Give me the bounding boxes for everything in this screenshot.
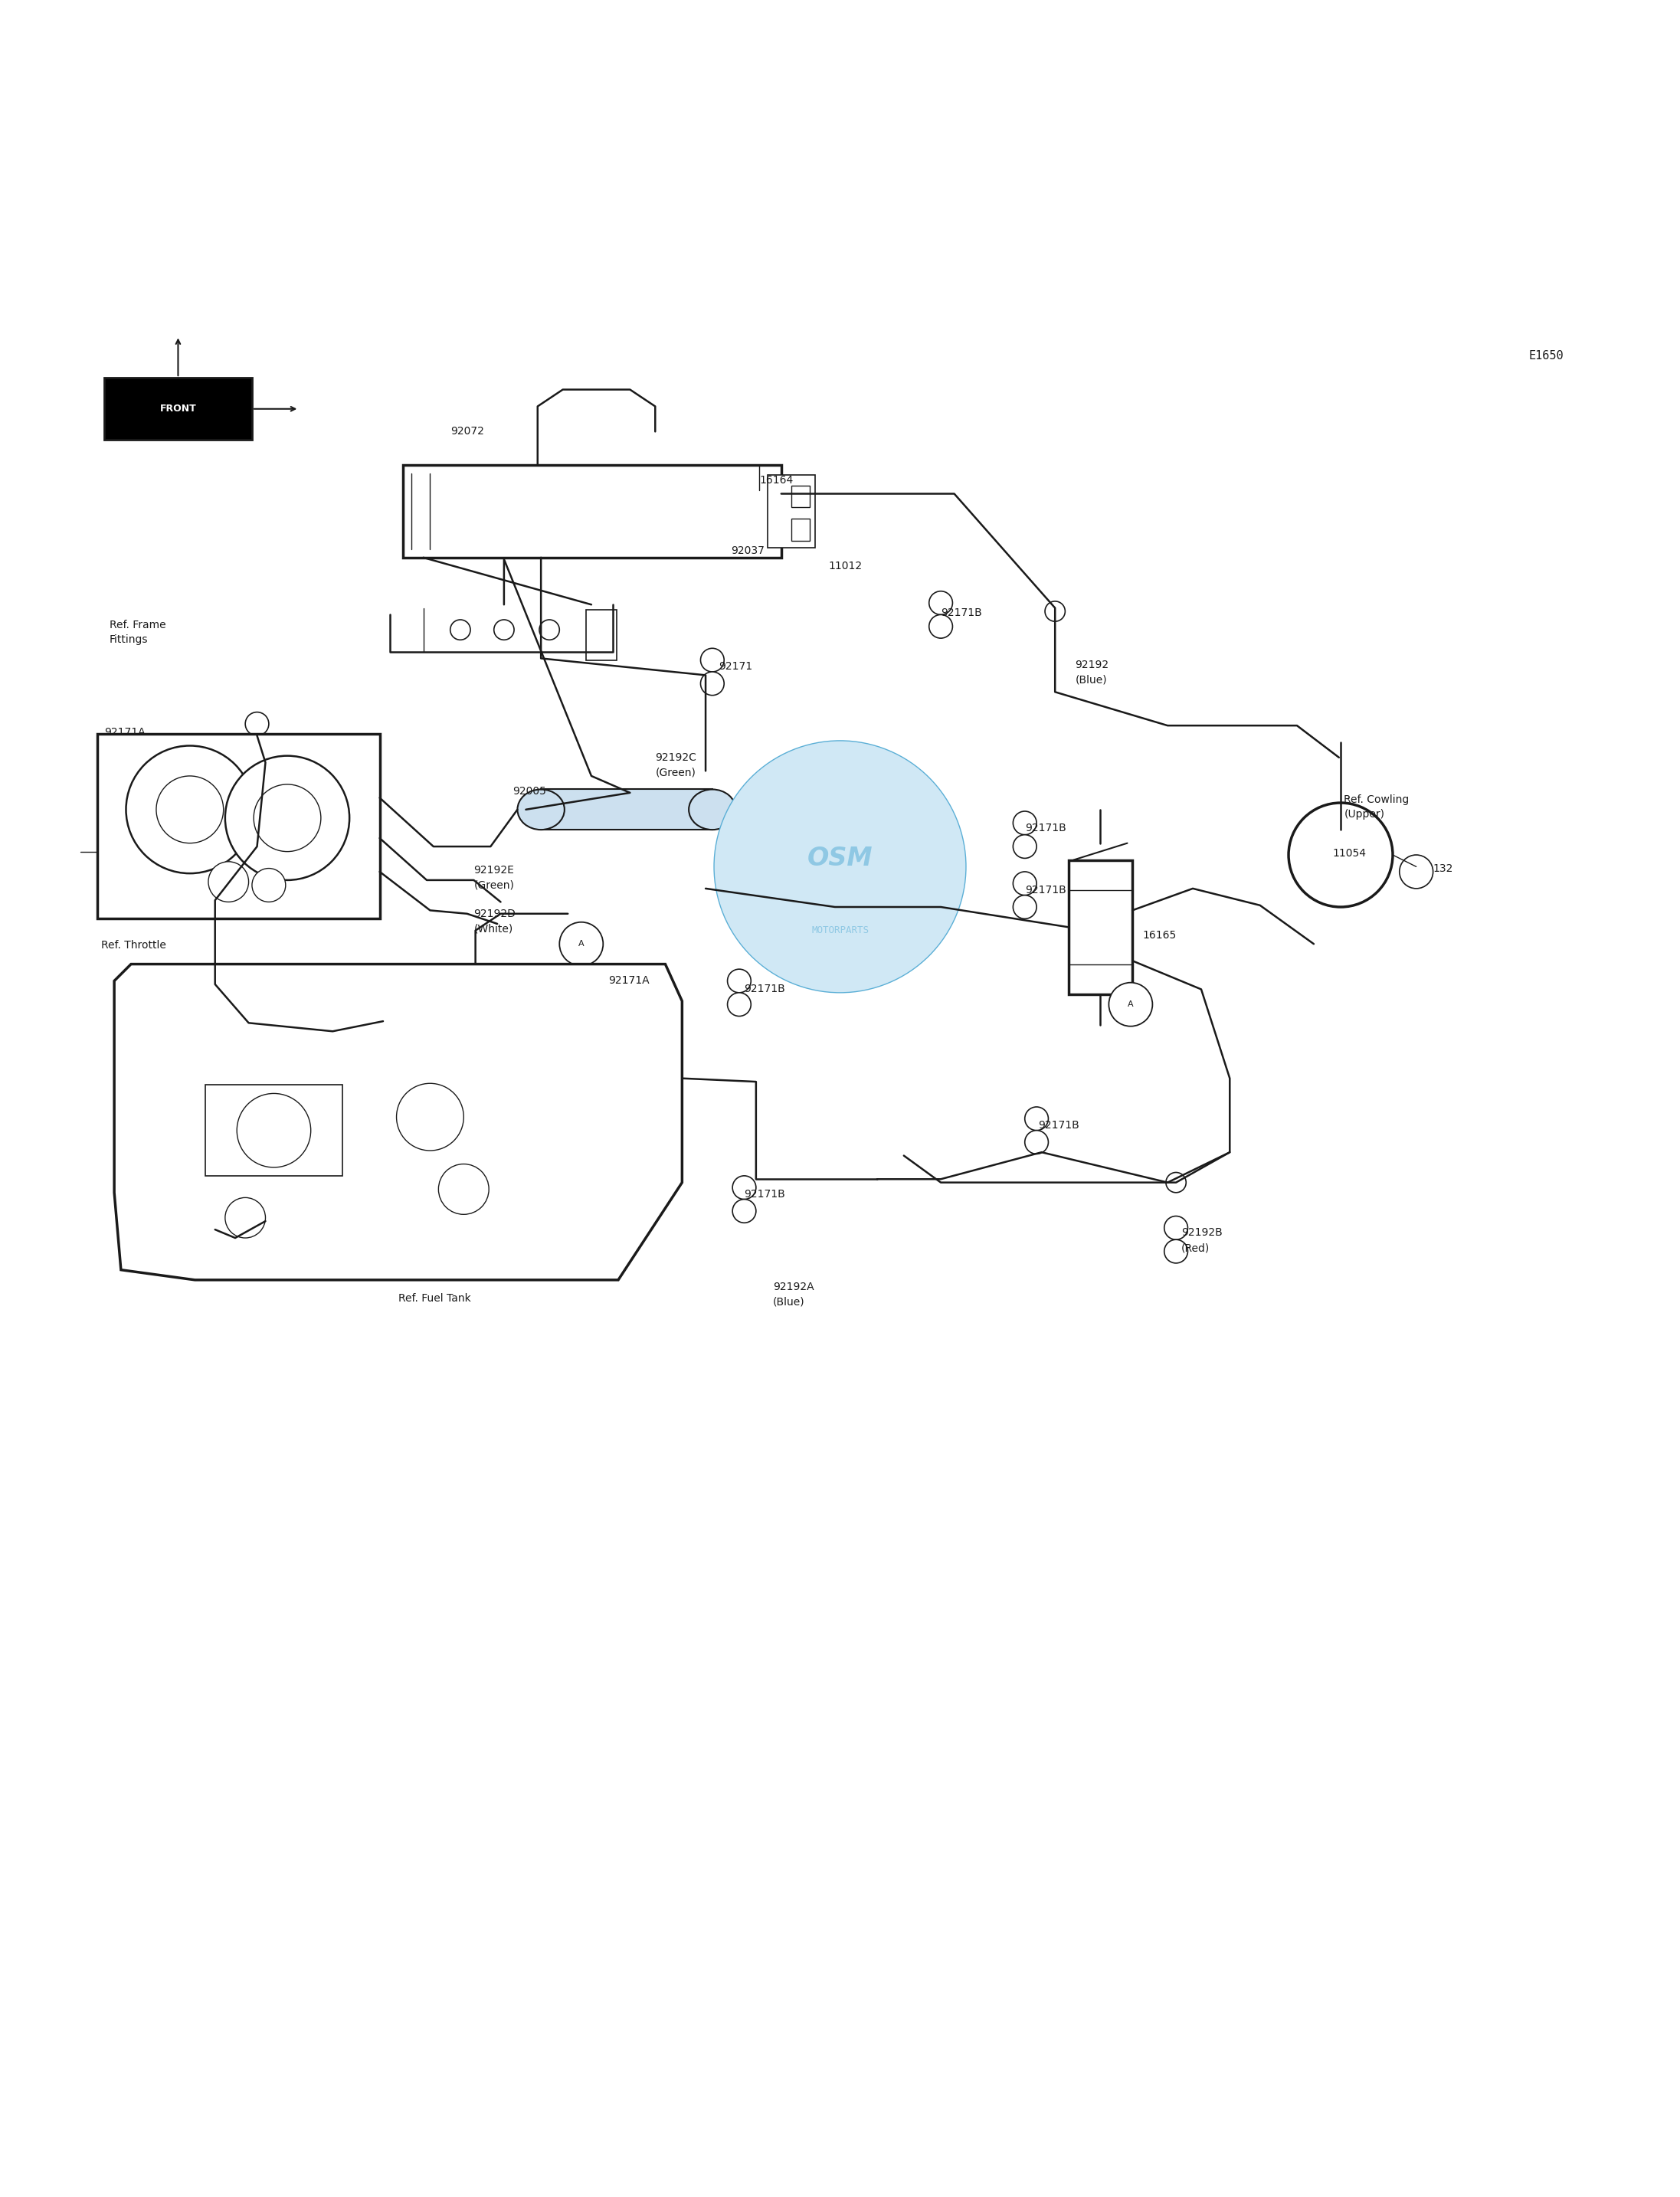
Circle shape — [732, 1175, 756, 1200]
Circle shape — [701, 648, 724, 672]
Text: 92192C: 92192C — [655, 751, 697, 762]
Circle shape — [732, 1200, 756, 1224]
Text: MOTORPARTS: MOTORPARTS — [811, 925, 869, 936]
Text: (Red): (Red) — [1181, 1244, 1210, 1252]
Text: 92171A: 92171A — [104, 727, 144, 738]
Text: 92171B: 92171B — [1025, 822, 1067, 833]
Text: 92171B: 92171B — [1038, 1120, 1080, 1131]
Circle shape — [727, 969, 751, 993]
Circle shape — [237, 1094, 311, 1167]
Text: 92171B: 92171B — [1025, 885, 1067, 896]
Circle shape — [590, 964, 613, 989]
Text: A: A — [1127, 1000, 1134, 1008]
Text: 92171B: 92171B — [744, 1189, 786, 1200]
Text: (Blue): (Blue) — [1075, 674, 1107, 685]
Circle shape — [828, 907, 852, 932]
Text: 92171A: 92171A — [608, 975, 648, 986]
Circle shape — [494, 620, 514, 639]
Circle shape — [1045, 602, 1065, 622]
Circle shape — [245, 712, 269, 736]
Text: A: A — [578, 940, 585, 947]
Text: 92171B: 92171B — [744, 984, 786, 995]
Circle shape — [1013, 811, 1037, 835]
Circle shape — [225, 1197, 265, 1237]
Circle shape — [245, 736, 269, 760]
Text: 92192: 92192 — [1075, 659, 1109, 670]
Text: Ref. Throttle: Ref. Throttle — [101, 940, 166, 951]
Polygon shape — [114, 964, 682, 1281]
Circle shape — [156, 776, 223, 844]
Circle shape — [1399, 855, 1433, 888]
Text: (Green): (Green) — [474, 879, 514, 890]
Text: (Upper): (Upper) — [1344, 808, 1384, 819]
Circle shape — [1025, 1131, 1048, 1153]
Circle shape — [126, 745, 254, 874]
Bar — [97, 734, 380, 918]
Text: Fittings: Fittings — [109, 635, 148, 646]
Text: FRONT: FRONT — [160, 404, 197, 413]
Text: E1650: E1650 — [1529, 349, 1564, 363]
Text: 132: 132 — [1433, 863, 1453, 874]
FancyBboxPatch shape — [104, 378, 252, 439]
Circle shape — [438, 1164, 489, 1215]
Text: Ref. Fuel Tank: Ref. Fuel Tank — [398, 1294, 470, 1303]
Text: Ref. Cowling: Ref. Cowling — [1344, 793, 1410, 804]
Circle shape — [1109, 982, 1152, 1026]
Circle shape — [1164, 1217, 1188, 1239]
Circle shape — [559, 923, 603, 967]
Text: 16165: 16165 — [1142, 929, 1176, 940]
Text: 92192A: 92192A — [773, 1281, 813, 1292]
Bar — [541, 789, 712, 830]
Circle shape — [727, 993, 751, 1017]
Circle shape — [254, 784, 321, 852]
Bar — [1068, 859, 1132, 995]
Circle shape — [450, 620, 470, 639]
Text: 11012: 11012 — [828, 560, 862, 571]
Bar — [768, 475, 815, 547]
Circle shape — [701, 672, 724, 694]
Text: 16164: 16164 — [759, 475, 793, 486]
Circle shape — [1013, 894, 1037, 918]
Bar — [403, 466, 781, 558]
Text: (White): (White) — [474, 923, 512, 934]
Circle shape — [1013, 872, 1037, 894]
Text: 92192E: 92192E — [474, 866, 514, 874]
Circle shape — [828, 883, 852, 907]
Text: 92037: 92037 — [731, 545, 764, 556]
Circle shape — [225, 756, 349, 881]
Text: 92192D: 92192D — [474, 907, 516, 918]
Circle shape — [1289, 802, 1393, 907]
Text: 92171: 92171 — [719, 661, 753, 672]
Circle shape — [929, 615, 953, 637]
Bar — [205, 1085, 343, 1175]
Text: Ref. Frame: Ref. Frame — [109, 620, 166, 631]
Circle shape — [1025, 1107, 1048, 1131]
Circle shape — [396, 1083, 464, 1151]
Text: 92171B: 92171B — [941, 609, 983, 617]
Bar — [791, 486, 810, 508]
Text: (Blue): (Blue) — [773, 1296, 805, 1307]
Text: 92072: 92072 — [450, 426, 484, 437]
Text: 92005: 92005 — [512, 787, 546, 798]
Ellipse shape — [517, 789, 564, 830]
Circle shape — [208, 861, 249, 903]
Circle shape — [539, 620, 559, 639]
Ellipse shape — [689, 789, 736, 830]
Text: OSM: OSM — [806, 846, 874, 870]
Circle shape — [1164, 1239, 1188, 1263]
Text: 11054: 11054 — [1332, 848, 1366, 859]
Bar — [791, 518, 810, 540]
Circle shape — [1013, 835, 1037, 859]
Circle shape — [714, 740, 966, 993]
Text: (Green): (Green) — [655, 767, 696, 778]
Text: 92192B: 92192B — [1181, 1228, 1223, 1239]
Circle shape — [590, 989, 613, 1011]
Circle shape — [1166, 1173, 1186, 1193]
Bar — [586, 609, 617, 659]
Circle shape — [929, 591, 953, 615]
Circle shape — [252, 868, 286, 903]
